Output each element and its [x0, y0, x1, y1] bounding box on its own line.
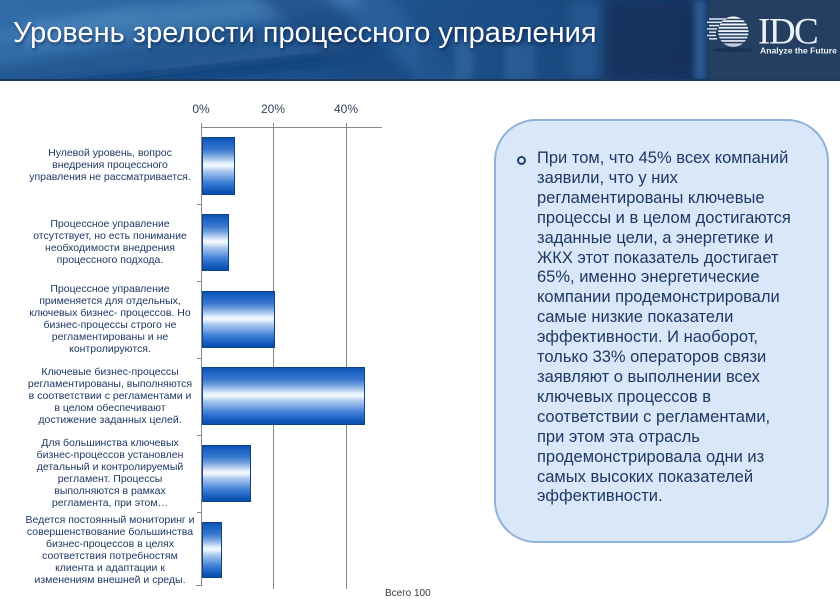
svg-text:Analyze the Future: Analyze the Future	[760, 46, 837, 56]
svg-text:IDC: IDC	[758, 11, 817, 52]
